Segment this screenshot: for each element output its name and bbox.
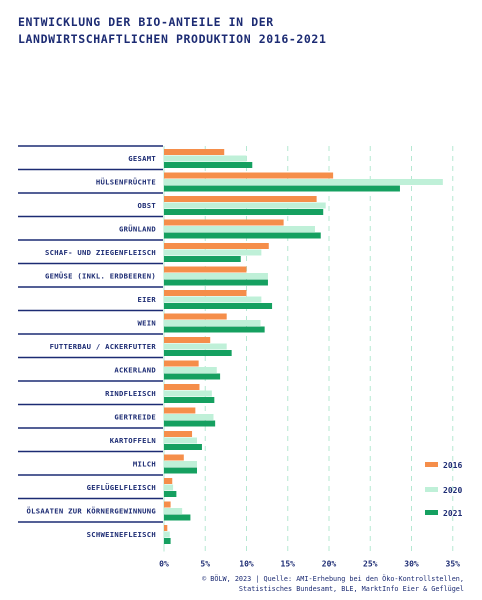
category-label: MILCH [133, 460, 156, 469]
category-label: GRÜNLAND [119, 225, 156, 234]
bar-2020 [164, 461, 197, 467]
x-tick-label: 10% [239, 560, 254, 569]
chart-title: ENTWICKLUNG DER BIO-ANTEILE IN DER LANDW… [18, 14, 458, 48]
bar-2021 [164, 420, 216, 427]
category-label: WEIN [137, 319, 156, 328]
bar-2016 [164, 266, 247, 273]
bar-2020 [164, 367, 217, 373]
bar-2016 [164, 454, 184, 461]
bar-2016 [164, 501, 171, 508]
category-label: ÖLSAATEN ZUR KÖRNERGEWINNUNG [26, 507, 156, 516]
bar-2021 [164, 185, 400, 192]
bar-2021 [164, 397, 215, 403]
x-tick-label: 0% [159, 560, 169, 569]
legend-label-2016: 2016 [443, 461, 462, 470]
x-tick-label: 35% [446, 560, 461, 569]
bar-2016 [164, 478, 173, 484]
source-line-1: © BÖLW, 2023 | Quelle: AMI-Erhebung bei … [202, 575, 464, 583]
legend-swatch-2016 [425, 462, 438, 467]
bar-2021 [164, 209, 324, 215]
bar-2020 [164, 249, 262, 256]
x-tick-label: 20% [322, 560, 337, 569]
bar-2016 [164, 337, 211, 343]
bar-2016 [164, 290, 247, 296]
bar-2021 [164, 326, 265, 333]
bar-2021 [164, 373, 221, 380]
category-label: OBST [137, 201, 156, 210]
bar-2020 [164, 390, 212, 397]
chart-title-line-2: LANDWIRTSCHAFTLICHEN PRODUKTION 2016-202… [18, 32, 327, 46]
bar-2016 [164, 196, 317, 202]
bar-2020 [164, 179, 443, 185]
category-label: SCHWEINEFLEISCH [87, 530, 156, 539]
bar-2021 [164, 162, 253, 168]
bar-2016 [164, 313, 227, 320]
category-label: GEMÜSE (INKL. ERDBEEREN) [45, 272, 156, 281]
source-note: © BÖLW, 2023 | Quelle: AMI-Erhebung bei … [202, 574, 464, 594]
bar-2020 [164, 531, 170, 538]
legend-label-2020: 2020 [443, 486, 462, 495]
category-label: GERTREIDE [114, 413, 156, 422]
bar-2016 [164, 431, 193, 437]
bar-2021 [164, 514, 191, 521]
bar-2021 [164, 467, 197, 474]
bar-2016 [164, 525, 168, 531]
x-tick-label: 5% [200, 560, 210, 569]
bar-2021 [164, 279, 268, 286]
category-label: GESAMT [128, 154, 156, 163]
bar-2020 [164, 343, 227, 350]
bar-2016 [164, 149, 225, 155]
legend-label-2021: 2021 [443, 509, 462, 518]
category-label: FUTTERBAU / ACKERFUTTER [50, 342, 157, 351]
bar-2020 [164, 226, 315, 232]
bar-2016 [164, 360, 199, 367]
bar-2020 [164, 155, 247, 162]
bar-2021 [164, 303, 273, 309]
bar-2020 [164, 508, 183, 514]
category-label: RINDFLEISCH [105, 389, 156, 398]
source-line-2: Statistisches Bundesamt, BLE, MarktInfo … [238, 585, 464, 593]
bar-2021 [164, 350, 232, 356]
bar-2020 [164, 273, 268, 279]
category-label: HÜLSENFRÜCHTE [96, 178, 156, 187]
bar-2021 [164, 444, 202, 450]
bar-2020 [164, 484, 174, 491]
bar-2016 [164, 243, 269, 249]
legend-swatch-2020 [425, 487, 438, 492]
bar-2021 [164, 538, 171, 544]
bar-2016 [164, 407, 196, 414]
bar-2021 [164, 491, 177, 497]
category-label: EIER [137, 295, 156, 304]
bar-2020 [164, 414, 214, 420]
bar-2016 [164, 219, 284, 226]
bar-2020 [164, 296, 262, 303]
category-label: KARTOFFELN [110, 436, 156, 445]
category-label: SCHAF- UND ZIEGENFLEISCH [45, 248, 156, 257]
bar-2020 [164, 320, 261, 326]
category-label: ACKERLAND [114, 366, 156, 375]
bar-2021 [164, 256, 241, 262]
chart-title-line-1: ENTWICKLUNG DER BIO-ANTEILE IN DER [18, 15, 274, 29]
category-label: GEFLÜGELFLEISCH [87, 483, 156, 492]
x-tick-label: 15% [281, 560, 296, 569]
legend-swatch-2021 [425, 510, 438, 515]
bar-2020 [164, 437, 197, 444]
bar-2021 [164, 232, 321, 239]
bar-2016 [164, 172, 334, 179]
bar-2020 [164, 202, 326, 209]
x-tick-label: 30% [404, 560, 419, 569]
x-tick-label: 25% [363, 560, 378, 569]
bar-2016 [164, 384, 200, 390]
